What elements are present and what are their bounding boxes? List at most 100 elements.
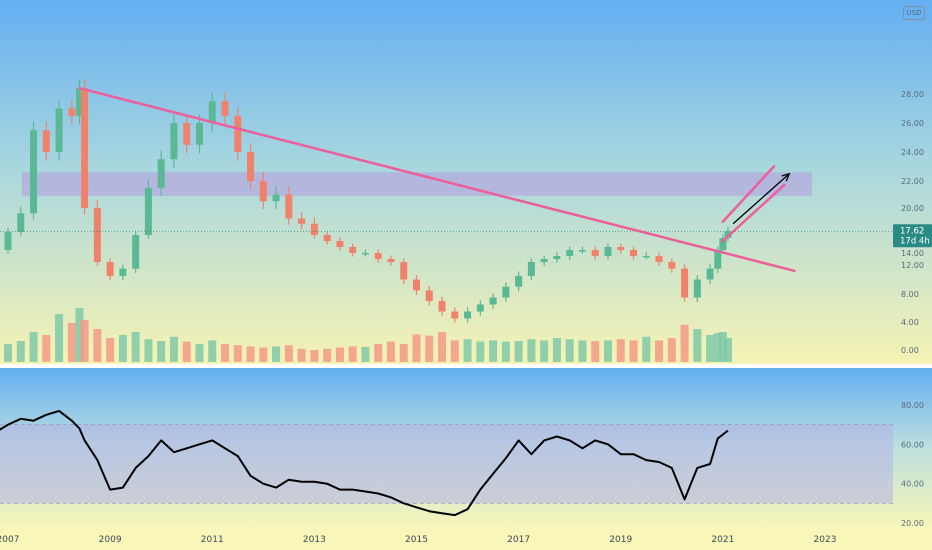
candle[interactable] bbox=[681, 268, 689, 298]
candle[interactable] bbox=[221, 101, 229, 116]
candle[interactable] bbox=[234, 115, 242, 152]
candle[interactable] bbox=[336, 241, 344, 247]
candle[interactable] bbox=[413, 279, 420, 291]
candle[interactable] bbox=[451, 311, 459, 319]
volume-bar bbox=[42, 335, 51, 362]
time-axis-tick: 2023 bbox=[814, 535, 837, 545]
volume-bar bbox=[259, 347, 268, 362]
candle[interactable] bbox=[259, 181, 267, 202]
candle[interactable] bbox=[285, 194, 293, 219]
price-axis-tick: 14.00 bbox=[901, 249, 924, 258]
volume-bar bbox=[514, 341, 523, 362]
candle[interactable] bbox=[464, 311, 472, 319]
candle[interactable] bbox=[349, 247, 357, 253]
volume-bar bbox=[323, 348, 332, 362]
volume-bar bbox=[412, 334, 421, 362]
candle[interactable] bbox=[540, 259, 548, 262]
candle[interactable] bbox=[119, 268, 127, 276]
rsi-line[interactable] bbox=[0, 409, 729, 517]
volume-bar bbox=[233, 345, 242, 362]
rsi-band bbox=[0, 424, 893, 504]
volume-bar bbox=[195, 344, 204, 362]
candle[interactable] bbox=[425, 290, 433, 301]
volume-bar bbox=[169, 336, 178, 362]
candle[interactable] bbox=[17, 213, 25, 232]
volume-bar bbox=[527, 339, 536, 362]
candle[interactable] bbox=[298, 218, 306, 224]
candle[interactable] bbox=[55, 108, 63, 153]
candle[interactable] bbox=[527, 262, 535, 276]
candle[interactable] bbox=[515, 275, 523, 287]
candle[interactable] bbox=[617, 247, 625, 250]
candle[interactable] bbox=[361, 253, 369, 255]
volume-bar bbox=[629, 340, 638, 362]
volume-bar bbox=[75, 308, 84, 362]
candle[interactable] bbox=[106, 262, 114, 276]
time-axis-tick: 2021 bbox=[711, 535, 734, 545]
candle[interactable] bbox=[81, 88, 89, 208]
volume-bar bbox=[297, 348, 306, 362]
candle[interactable] bbox=[578, 250, 586, 252]
volume-bar bbox=[501, 341, 510, 362]
currency-badge[interactable]: USD bbox=[903, 6, 925, 20]
volume-bar bbox=[386, 341, 395, 362]
candle[interactable] bbox=[489, 297, 497, 305]
candle[interactable] bbox=[170, 123, 178, 160]
candle[interactable] bbox=[374, 253, 382, 259]
volume-bar bbox=[706, 335, 715, 362]
resistance-zone[interactable] bbox=[22, 172, 812, 196]
candle[interactable] bbox=[132, 235, 140, 269]
volume-bar bbox=[246, 346, 255, 362]
volume-bar bbox=[361, 347, 370, 362]
channel-upper-line[interactable] bbox=[721, 165, 776, 223]
channel-lower-line[interactable] bbox=[721, 183, 786, 243]
candle[interactable] bbox=[502, 286, 510, 298]
candle[interactable] bbox=[553, 256, 561, 259]
candle[interactable] bbox=[476, 304, 484, 312]
candle[interactable] bbox=[75, 88, 83, 116]
candle[interactable] bbox=[566, 250, 574, 256]
candle[interactable] bbox=[604, 247, 612, 256]
volume-bar bbox=[667, 338, 676, 362]
candle[interactable] bbox=[714, 250, 722, 269]
axis-layer: 28.0026.0024.0022.0020.0018.0016.0014.00… bbox=[0, 90, 932, 545]
candle[interactable] bbox=[310, 223, 318, 235]
candle[interactable] bbox=[68, 108, 76, 116]
candle[interactable] bbox=[272, 194, 280, 202]
candle[interactable] bbox=[693, 279, 701, 298]
candle[interactable] bbox=[183, 123, 191, 145]
candle[interactable] bbox=[144, 187, 152, 235]
pane-separator[interactable] bbox=[0, 364, 932, 368]
downtrend-line[interactable] bbox=[78, 86, 796, 273]
time-axis-tick: 2007 bbox=[0, 535, 19, 545]
candle[interactable] bbox=[642, 256, 650, 258]
volume-bar bbox=[144, 339, 153, 362]
candle[interactable] bbox=[247, 152, 255, 181]
candle[interactable] bbox=[42, 130, 50, 152]
candle[interactable] bbox=[438, 301, 446, 312]
candle[interactable] bbox=[93, 208, 101, 262]
candle[interactable] bbox=[719, 238, 727, 250]
candle[interactable] bbox=[323, 235, 331, 241]
candle[interactable] bbox=[706, 268, 714, 280]
volume-bar bbox=[272, 346, 281, 362]
candle[interactable] bbox=[4, 232, 12, 250]
volume-bar bbox=[476, 341, 485, 362]
projection-arrow-head bbox=[781, 172, 791, 182]
candle[interactable] bbox=[400, 262, 408, 280]
volume-bar bbox=[438, 332, 447, 362]
candle[interactable] bbox=[630, 250, 638, 256]
candle[interactable] bbox=[157, 159, 165, 188]
candle[interactable] bbox=[195, 123, 203, 145]
volume-bar bbox=[118, 335, 127, 362]
currency-badge-label: USD bbox=[906, 9, 922, 17]
candle[interactable] bbox=[387, 259, 395, 262]
candle[interactable] bbox=[591, 250, 599, 256]
projection-arrow[interactable] bbox=[732, 173, 790, 225]
candle[interactable] bbox=[724, 231, 732, 238]
candle[interactable] bbox=[208, 101, 216, 123]
candle[interactable] bbox=[30, 130, 38, 214]
candle[interactable] bbox=[668, 262, 676, 269]
candle[interactable] bbox=[655, 256, 663, 262]
